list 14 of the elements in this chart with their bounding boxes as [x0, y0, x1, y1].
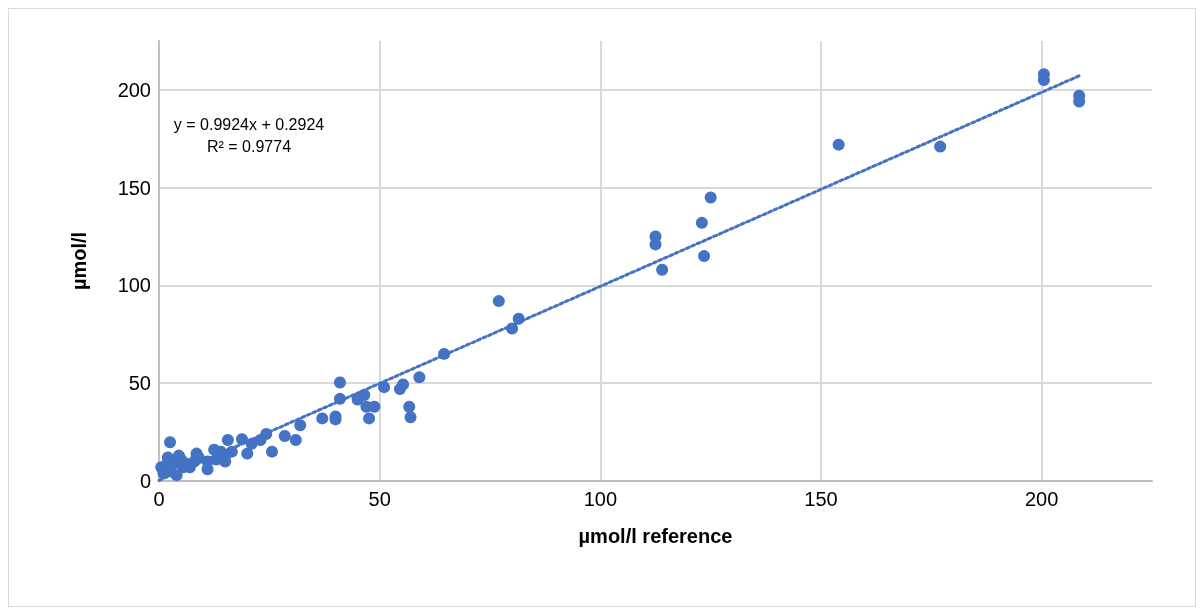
- x-tick-label: 50: [368, 488, 391, 510]
- x-tick-label: 100: [583, 488, 618, 510]
- y-tick-label: 100: [117, 274, 151, 297]
- x-axis-title: µmol/l reference: [578, 525, 733, 547]
- x-tick-label: 150: [804, 488, 838, 510]
- y-axis-title: µmol/l: [68, 231, 90, 291]
- y-tick-label: 50: [128, 372, 151, 395]
- annotation: R² = 0.9774: [206, 137, 292, 155]
- x-tick-label: 0: [153, 488, 165, 510]
- y-tick-label: 0: [139, 470, 151, 492]
- annotation: y = 0.9924x + 0.2924: [173, 115, 325, 133]
- x-tick-label: 200: [1024, 488, 1059, 510]
- y-tick-label: 200: [117, 78, 151, 101]
- y-tick-label: 150: [117, 176, 151, 199]
